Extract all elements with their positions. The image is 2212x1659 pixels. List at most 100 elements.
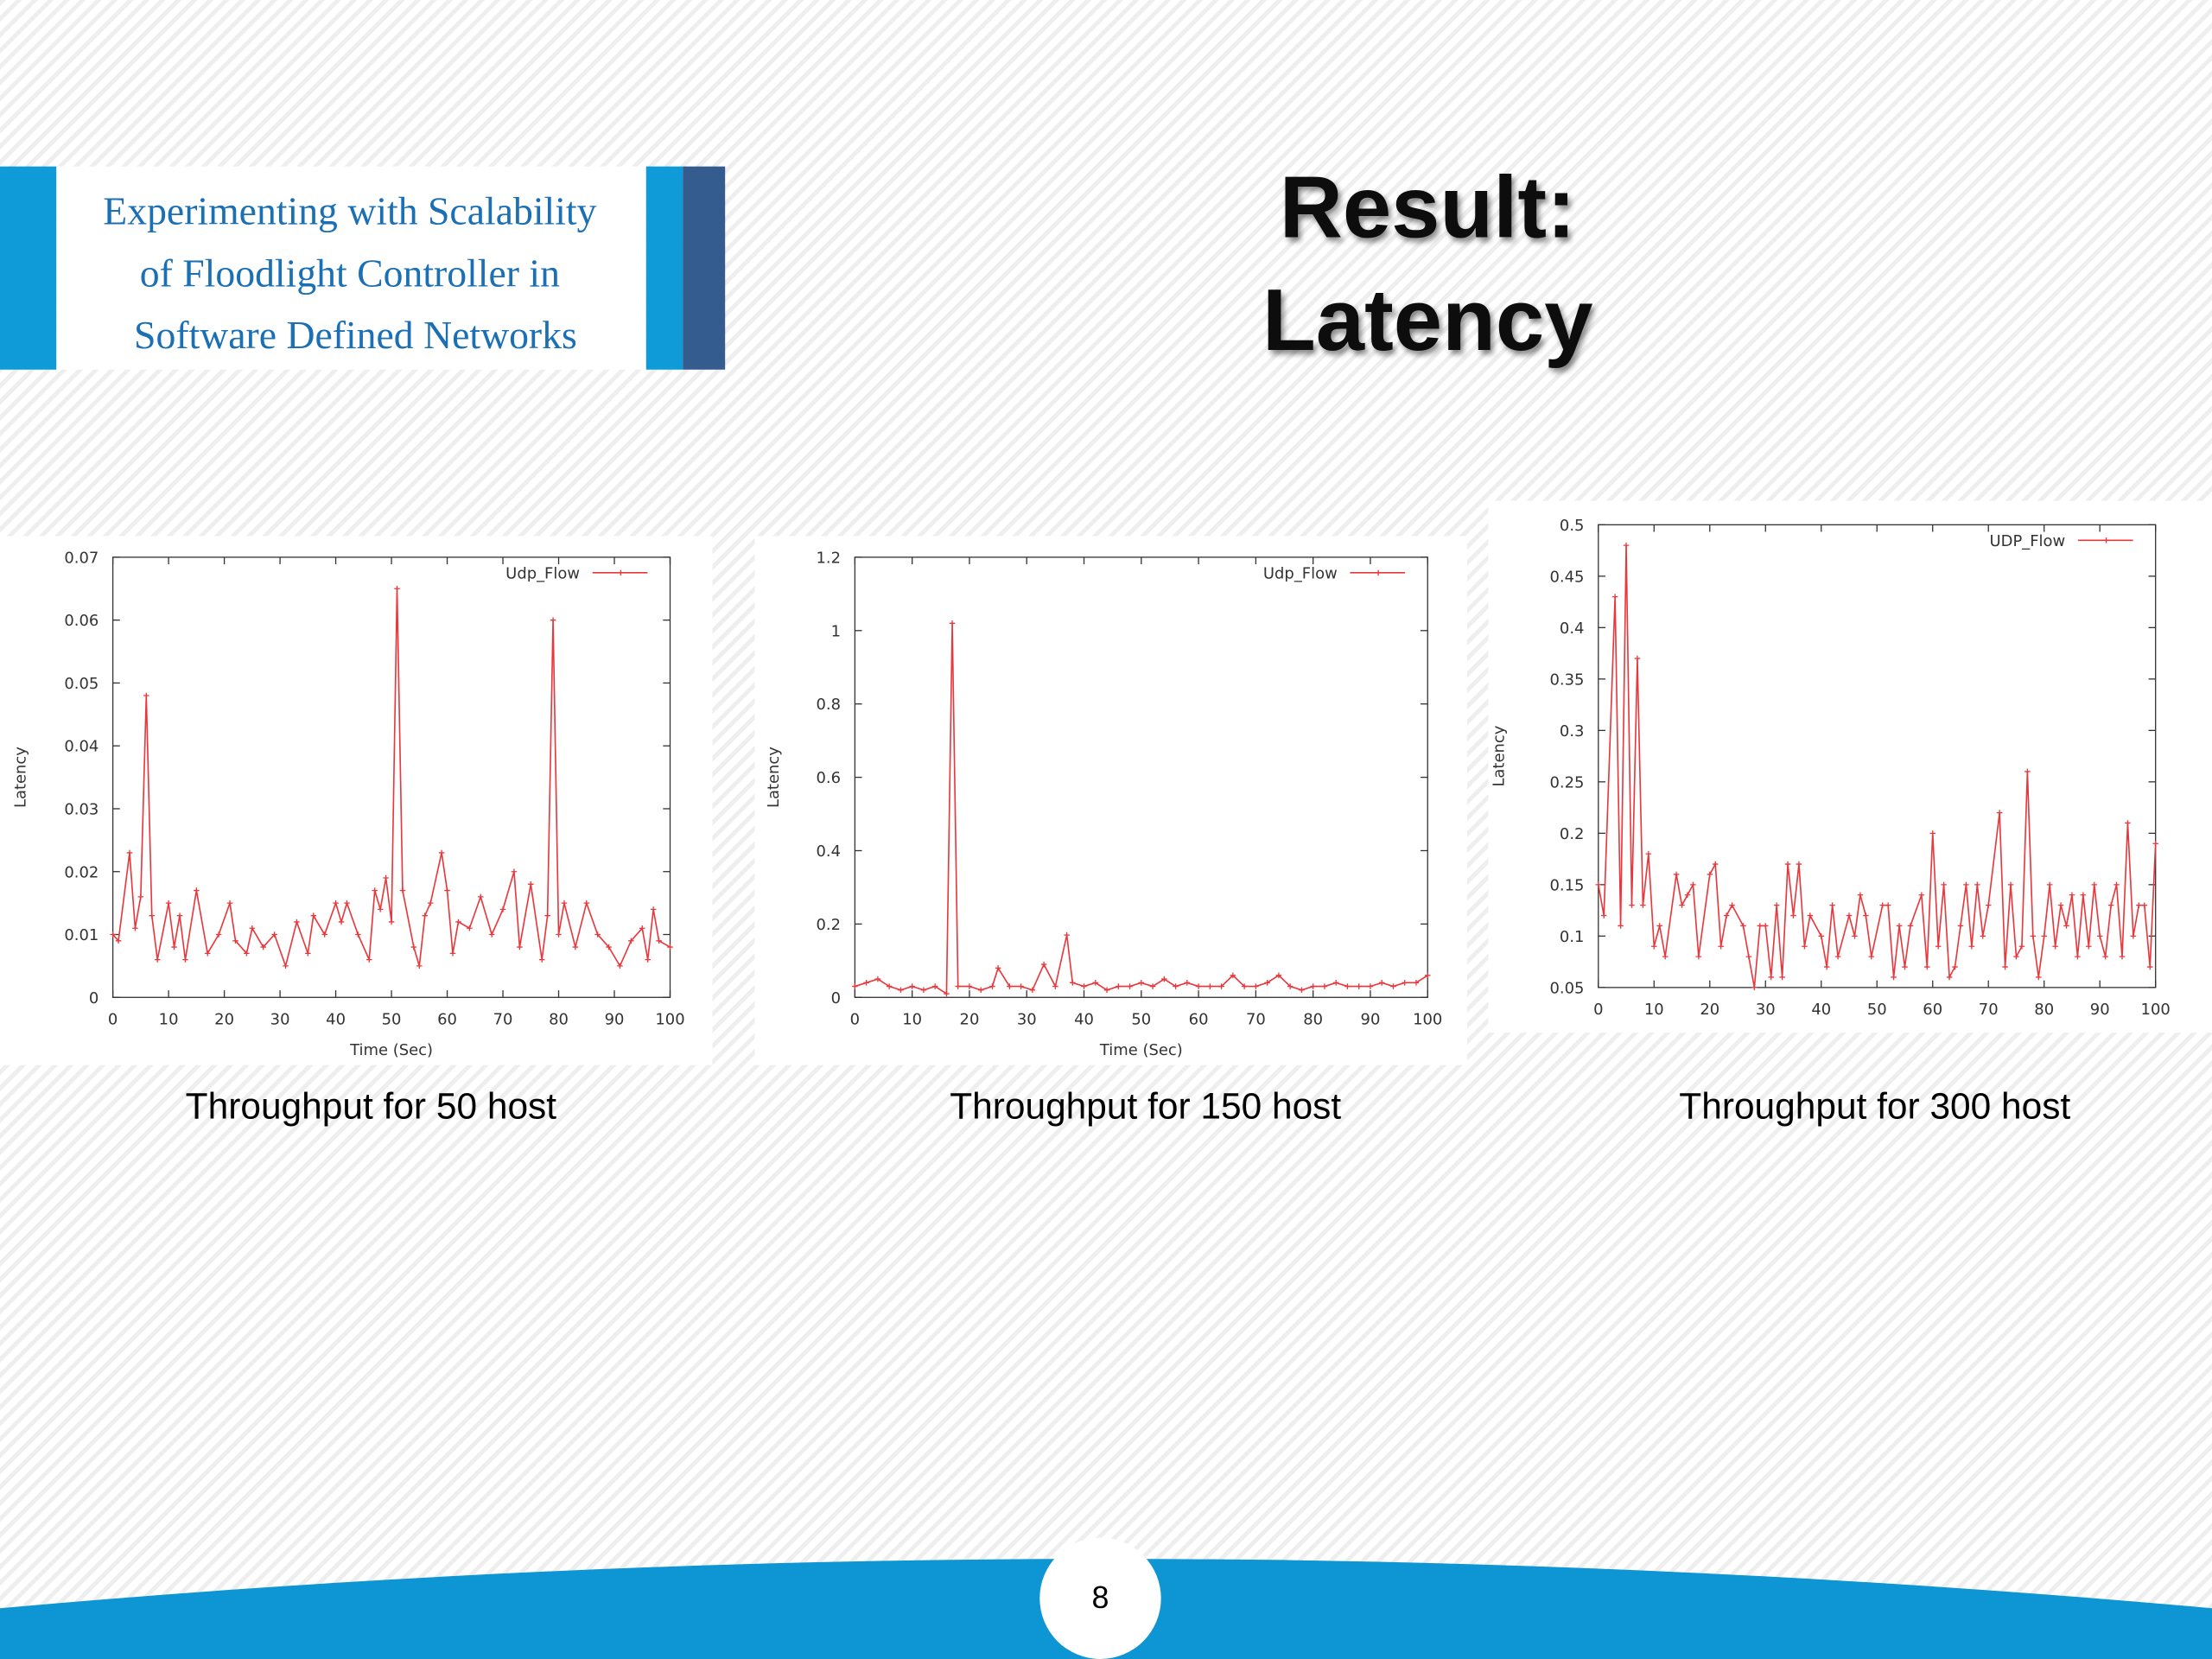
- point-marker: [1779, 974, 1785, 981]
- point-marker: [232, 938, 238, 944]
- chart: 0 0.2 0.4 0.6 0.8 1 1.2 0 10 20 30 40 50 60 70 80 90 100 T…: [765, 549, 1442, 1059]
- y-tick-label: 0.03: [64, 801, 99, 819]
- x-tick-label: 90: [605, 1010, 625, 1028]
- point-marker: [1852, 933, 1858, 939]
- y-tick-label: 0.15: [1550, 876, 1585, 894]
- y-tick-label: 0.1: [1560, 928, 1585, 946]
- point-marker: [1634, 655, 1641, 662]
- point-marker: [132, 925, 138, 931]
- point-marker: [1790, 912, 1796, 918]
- point-marker: [1116, 983, 1122, 989]
- legend-marker: [2103, 537, 2109, 543]
- y-tick-label: 0.6: [817, 769, 842, 787]
- point-marker: [645, 957, 651, 963]
- point-marker: [550, 617, 556, 623]
- point-marker: [1929, 830, 1936, 836]
- header-left-band: [0, 166, 57, 370]
- point-marker: [305, 950, 311, 957]
- point-marker: [1092, 980, 1099, 986]
- point-marker: [2063, 923, 2069, 929]
- point-marker: [1378, 980, 1385, 986]
- point-marker: [955, 983, 961, 989]
- point-marker: [2096, 933, 2103, 939]
- point-marker: [1332, 980, 1339, 986]
- point-marker: [1402, 980, 1408, 986]
- point-marker: [2086, 943, 2092, 950]
- point-marker: [1651, 943, 1657, 950]
- chart: 0.05 0.1 0.15 0.2 0.25 0.3 0.35 0.4 0.45 0.5 0 10 20…: [1490, 517, 2170, 1019]
- point-marker: [511, 868, 518, 875]
- point-marker: [399, 887, 406, 893]
- point-marker: [1207, 983, 1213, 989]
- point-marker: [1957, 923, 1964, 929]
- y-tick-label: 0.05: [1550, 979, 1585, 997]
- point-marker: [1623, 542, 1630, 549]
- point-marker: [1996, 810, 2003, 816]
- point-marker: [1673, 871, 1680, 878]
- point-marker: [115, 938, 122, 944]
- point-marker: [1751, 984, 1758, 991]
- point-marker: [416, 963, 423, 969]
- point-marker: [1253, 983, 1259, 989]
- x-tick-label: 30: [1756, 1001, 1776, 1019]
- x-tick-label: 100: [2141, 1001, 2171, 1019]
- x-tick-label: 50: [1867, 1001, 1887, 1019]
- point-marker: [410, 944, 417, 950]
- x-tick-label: 60: [1923, 1001, 1942, 1019]
- point-marker: [1807, 912, 1814, 918]
- point-marker: [1390, 983, 1396, 989]
- point-marker: [467, 925, 473, 931]
- page-number: 8: [1091, 1580, 1109, 1615]
- y-tick-label: 0.04: [64, 738, 99, 756]
- point-marker: [137, 893, 144, 900]
- y-tick-label: 1: [831, 622, 841, 640]
- y-tick-label: 0.2: [817, 916, 842, 934]
- point-marker: [1367, 983, 1374, 989]
- point-marker: [1723, 912, 1730, 918]
- point-marker: [1595, 881, 1602, 888]
- y-tick-label: 0.8: [817, 696, 842, 714]
- point-marker: [1662, 953, 1669, 960]
- point-marker: [1029, 987, 1036, 994]
- point-marker: [2146, 963, 2153, 970]
- header-line: of Floodlight Controller in: [140, 251, 560, 295]
- point-marker: [1829, 902, 1835, 908]
- point-marker: [394, 586, 400, 592]
- legend-label: Udp_Flow: [505, 564, 580, 582]
- point-marker: [1802, 943, 1808, 950]
- point-marker: [1629, 902, 1635, 908]
- point-marker: [1763, 923, 1769, 929]
- x-tick-label: 50: [1131, 1010, 1151, 1028]
- point-marker: [366, 957, 372, 963]
- point-marker: [2024, 768, 2031, 775]
- point-marker: [1968, 943, 1975, 950]
- x-axis-label: Time (Sec): [349, 1041, 433, 1059]
- x-tick-label: 70: [1246, 1010, 1266, 1028]
- point-marker: [165, 899, 172, 906]
- point-marker: [989, 983, 995, 989]
- point-marker: [2119, 953, 2126, 960]
- point-marker: [1344, 983, 1351, 989]
- chart-panel: [1488, 500, 2212, 1033]
- point-marker: [204, 950, 211, 957]
- x-tick-label: 90: [1361, 1010, 1381, 1028]
- point-marker: [1924, 963, 1930, 970]
- point-marker: [1064, 931, 1070, 938]
- point-marker: [143, 692, 149, 699]
- point-marker: [244, 950, 250, 957]
- point-marker: [182, 957, 188, 963]
- point-marker: [1600, 912, 1607, 918]
- point-marker: [572, 944, 579, 950]
- point-marker: [1712, 861, 1719, 868]
- point-marker: [2052, 943, 2058, 950]
- point-marker: [1264, 980, 1270, 986]
- point-marker: [1103, 987, 1110, 994]
- legend-label: UDP_Flow: [1990, 532, 2066, 550]
- point-marker: [2069, 892, 2075, 899]
- y-tick-label: 0: [89, 989, 99, 1007]
- x-tick-label: 80: [2034, 1001, 2054, 1019]
- x-axis-label: Time (Sec): [1099, 1041, 1183, 1059]
- point-marker: [1040, 961, 1047, 968]
- point-marker: [338, 918, 345, 925]
- caption: Throughput for 300 host: [1679, 1086, 2070, 1127]
